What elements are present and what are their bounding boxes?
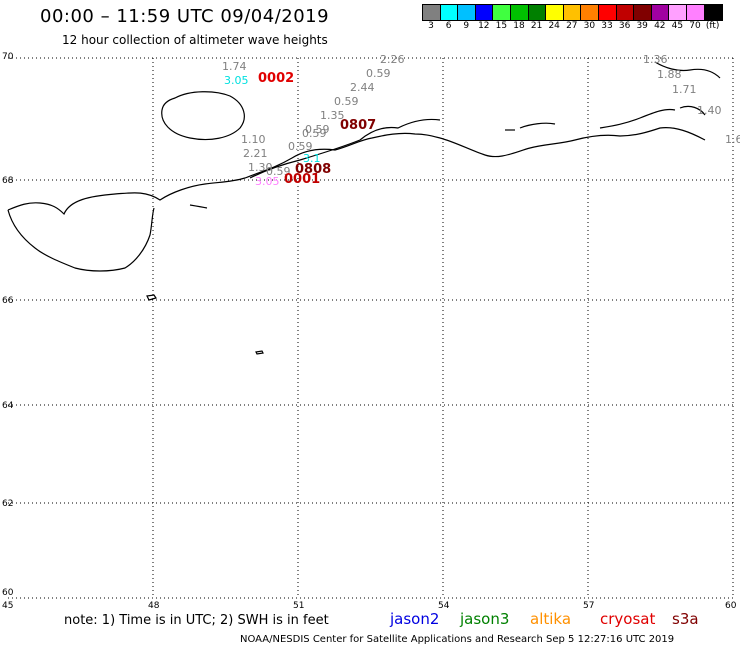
legend-altika: altika (530, 610, 572, 628)
color-scale-swatch (651, 5, 670, 20)
wave-height-label: 0.59 (266, 165, 291, 178)
legend-jason2: jason2 (390, 610, 440, 628)
map-subtitle: 12 hour collection of altimeter wave hei… (62, 33, 328, 47)
wave-height-label: 0.59 (305, 123, 330, 136)
color-scale-swatch (510, 5, 529, 20)
lat-label-62: 62 (2, 499, 14, 509)
color-scale-label: 21 (530, 21, 543, 31)
color-scale-swatch (458, 5, 476, 20)
color-scale-label: 70 (689, 21, 701, 31)
credit-line: NOAA/NESDIS Center for Satellite Applica… (240, 634, 675, 645)
wave-height-label: 1.71 (672, 83, 697, 96)
color-scale-swatch (475, 5, 494, 20)
color-scale-swatch (423, 5, 441, 20)
lon-label-54: 54 (438, 601, 450, 611)
color-scale-label: 36 (618, 21, 631, 31)
color-scale-label: 3 (428, 21, 434, 31)
legend-s3a: s3a (672, 610, 699, 628)
lat-label-64: 64 (2, 401, 14, 411)
lat-label-60: 60 (2, 588, 14, 598)
color-scale-swatch (686, 5, 705, 20)
wave-height-label: 1.10 (241, 133, 266, 146)
color-scale-swatch (493, 5, 511, 20)
wave-height-label: 2.26 (380, 53, 405, 66)
lat-label-70: 70 (2, 52, 14, 62)
color-scale-swatch (528, 5, 547, 20)
color-scale-swatch (563, 5, 582, 20)
color-scale-swatch (616, 5, 635, 20)
color-scale-label: 6 (445, 21, 452, 31)
color-scale-swatch (546, 5, 564, 20)
wave-height-label: 1.40 (697, 104, 722, 117)
pass-time-label: 0808 (295, 162, 332, 177)
color-scale-swatch (581, 5, 599, 20)
wave-height-label: 3.05 (255, 175, 280, 188)
lat-label-68: 68 (2, 176, 14, 186)
lon-label-48: 48 (148, 601, 160, 611)
wave-height-label: 3.1 (303, 152, 321, 165)
wave-height-label: 1.88 (657, 68, 682, 81)
wave-height-label: 2.21 (243, 147, 268, 160)
wave-height-label: 3.05 (224, 74, 249, 87)
wave-height-label: 1.6 (725, 133, 740, 146)
wave-height-label: 1.74 (222, 60, 247, 73)
color-scale-swatch (704, 5, 723, 20)
color-scale-label: (ft) (705, 21, 720, 31)
color-scale-swatch (440, 5, 459, 20)
color-scale-label: 45 (671, 21, 684, 31)
wave-height-label: 2.44 (350, 81, 375, 94)
lon-label-45: 45 (2, 601, 14, 611)
map-title: 00:00 – 11:59 UTC 09/04/2019 (40, 6, 330, 27)
color-scale-label: 39 (636, 21, 648, 31)
graticule-grid (8, 57, 734, 599)
lon-label-57: 57 (583, 601, 595, 611)
wave-height-label: 0.59 (334, 95, 359, 108)
color-scale-bar (422, 4, 724, 21)
wave-height-label: 1.36 (643, 53, 668, 66)
pass-time-label: 0807 (340, 118, 377, 133)
legend-jason3: jason3 (460, 610, 510, 628)
lat-label-66: 66 (2, 296, 14, 306)
color-scale-swatch (669, 5, 687, 20)
color-scale-swatch (598, 5, 617, 20)
coastline (7, 61, 721, 355)
wave-height-label: 1.35 (320, 109, 345, 122)
color-scale-label: 12 (478, 21, 490, 31)
color-scale-label: 15 (495, 21, 508, 31)
color-scale-label: 33 (601, 21, 613, 31)
legend-cryosat: cryosat (600, 610, 656, 628)
wave-height-label: 0.59 (302, 127, 327, 140)
color-scale-label: 42 (654, 21, 666, 31)
pass-time-label: 0002 (258, 71, 295, 86)
color-scale-label: 9 (463, 21, 470, 31)
color-scale-label: 18 (513, 21, 525, 31)
color-scale-swatch (634, 5, 652, 20)
color-scale-label: 27 (566, 21, 578, 31)
color-scale-label: 24 (548, 21, 560, 31)
color-scale-label: 30 (583, 21, 596, 31)
wave-height-label: 0.59 (366, 67, 391, 80)
lon-label-51: 51 (293, 601, 305, 611)
footer-note: note: 1) Time is in UTC; 2) SWH is in fe… (64, 613, 329, 628)
wave-height-label: 1.30 (248, 161, 273, 174)
wave-height-label: 0.59 (288, 140, 313, 153)
lon-label-60: 60 (725, 601, 737, 611)
pass-time-label: 0001 (284, 172, 321, 187)
